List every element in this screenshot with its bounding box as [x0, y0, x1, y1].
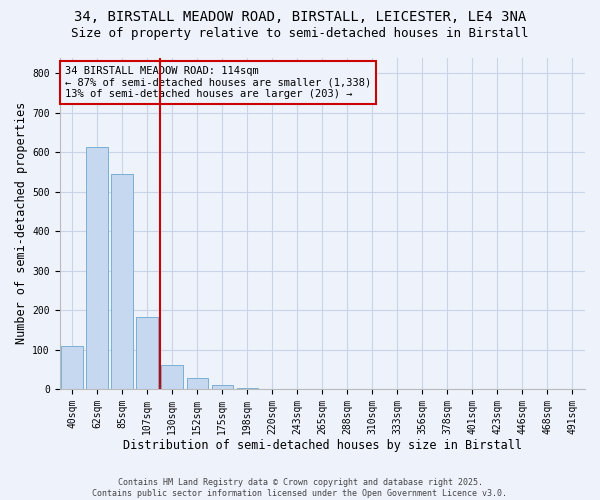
Text: 34 BIRSTALL MEADOW ROAD: 114sqm
← 87% of semi-detached houses are smaller (1,338: 34 BIRSTALL MEADOW ROAD: 114sqm ← 87% of…	[65, 66, 371, 99]
Text: Size of property relative to semi-detached houses in Birstall: Size of property relative to semi-detach…	[71, 28, 529, 40]
Bar	[161, 366, 183, 389]
Text: Contains HM Land Registry data © Crown copyright and database right 2025.
Contai: Contains HM Land Registry data © Crown c…	[92, 478, 508, 498]
Bar	[61, 346, 83, 389]
Bar	[236, 388, 258, 389]
Bar	[187, 378, 208, 389]
X-axis label: Distribution of semi-detached houses by size in Birstall: Distribution of semi-detached houses by …	[123, 440, 522, 452]
Text: 34, BIRSTALL MEADOW ROAD, BIRSTALL, LEICESTER, LE4 3NA: 34, BIRSTALL MEADOW ROAD, BIRSTALL, LEIC…	[74, 10, 526, 24]
Bar	[212, 385, 233, 389]
Bar	[136, 317, 158, 389]
Bar	[112, 174, 133, 389]
Y-axis label: Number of semi-detached properties: Number of semi-detached properties	[15, 102, 28, 344]
Bar	[86, 148, 107, 389]
